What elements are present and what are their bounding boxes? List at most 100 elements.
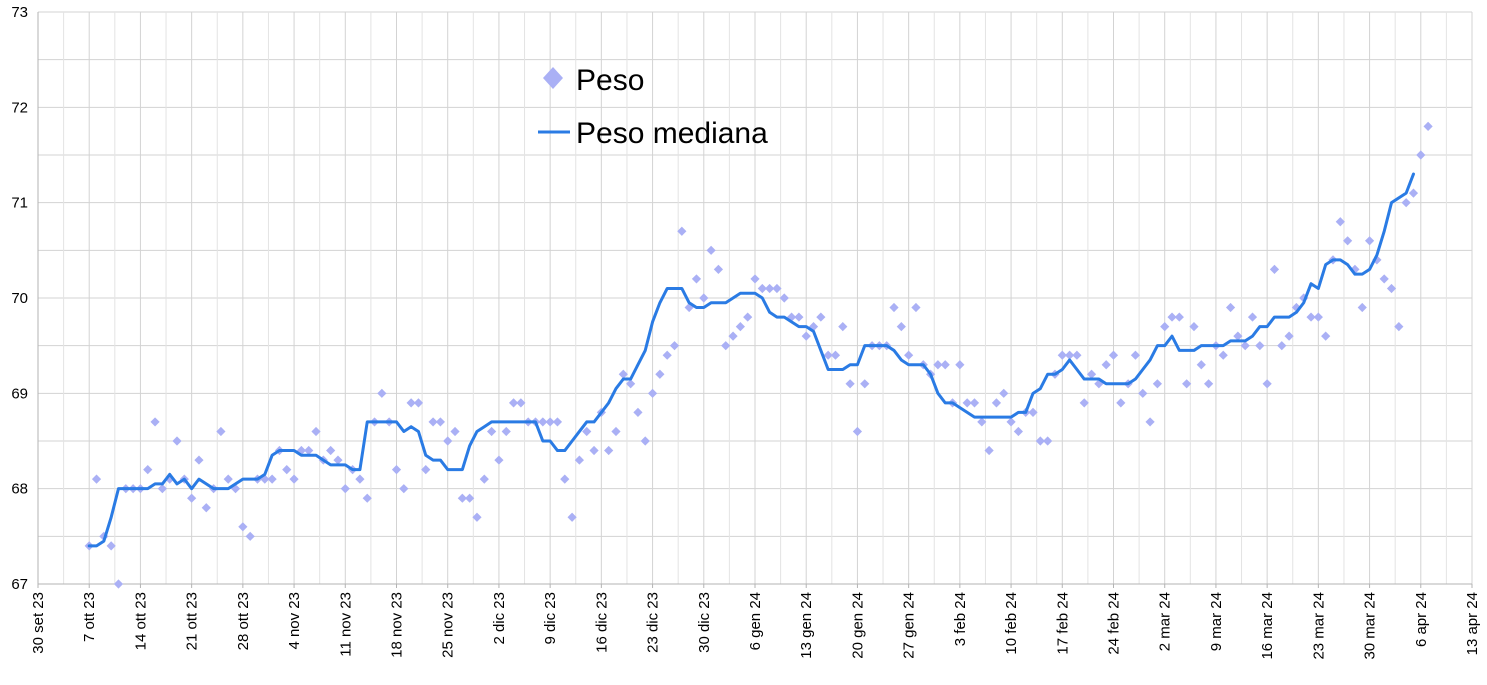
peso-point — [355, 474, 365, 484]
peso-point — [1013, 426, 1023, 437]
peso-point — [1255, 341, 1265, 351]
peso-point — [1379, 274, 1389, 284]
peso-point — [750, 274, 760, 284]
y-tick-label: 69 — [11, 385, 28, 402]
peso-point — [157, 484, 167, 494]
peso-point — [399, 484, 409, 494]
peso-point — [1357, 302, 1367, 313]
peso-point — [1028, 407, 1038, 417]
peso-point — [1284, 331, 1294, 341]
peso-point — [172, 436, 182, 446]
peso-point — [728, 331, 738, 341]
peso-point — [1079, 398, 1089, 408]
peso-point — [267, 474, 277, 484]
peso-point — [311, 426, 321, 437]
peso-point — [1204, 379, 1214, 389]
peso-point — [289, 474, 299, 484]
peso-point — [757, 283, 767, 294]
x-tick-label: 6 gen 24 — [747, 592, 764, 650]
x-tick-label: 20 gen 24 — [849, 592, 866, 659]
y-tick-label: 71 — [11, 195, 28, 212]
peso-point — [450, 426, 460, 437]
peso-point — [1321, 331, 1331, 341]
x-tick-label: 24 feb 24 — [1106, 592, 1123, 655]
peso-point — [304, 445, 314, 456]
peso-point — [472, 512, 482, 522]
peso-point — [779, 293, 789, 303]
grid — [37, 11, 1473, 585]
y-tick-label: 72 — [11, 99, 28, 116]
peso-point — [150, 417, 160, 427]
peso-point — [421, 465, 431, 475]
peso-point — [333, 455, 343, 465]
peso-point — [772, 283, 782, 294]
y-tick-label: 73 — [11, 4, 28, 21]
peso-point — [1306, 312, 1316, 322]
peso-point — [801, 331, 811, 341]
peso-point — [1006, 417, 1016, 427]
peso-point — [1174, 312, 1184, 322]
peso-point — [1313, 312, 1323, 322]
peso-point — [984, 445, 994, 456]
peso-point — [1196, 360, 1206, 370]
peso-point — [626, 379, 636, 389]
x-tick-label: 27 gen 24 — [901, 592, 918, 659]
x-tick-label: 14 ott 23 — [132, 592, 149, 650]
peso-points — [84, 121, 1433, 589]
x-tick-label: 25 nov 23 — [440, 592, 457, 658]
x-tick-label: 9 dic 23 — [542, 592, 559, 645]
x-tick-label: 10 feb 24 — [1003, 592, 1020, 655]
peso-point — [618, 369, 628, 379]
peso-point — [377, 388, 387, 398]
peso-point — [1364, 236, 1375, 246]
peso-point — [1057, 350, 1067, 360]
peso-point — [1167, 312, 1177, 322]
peso-point — [113, 579, 124, 589]
peso-point — [911, 302, 921, 313]
peso-point — [904, 350, 914, 360]
peso-point — [765, 283, 775, 294]
peso-point — [143, 465, 153, 475]
legend-label-peso: Peso — [576, 64, 644, 97]
peso-point — [223, 474, 233, 484]
x-tick-label: 6 apr 24 — [1413, 592, 1430, 647]
peso-point — [1035, 436, 1045, 446]
x-tick-label: 4 nov 23 — [286, 592, 303, 650]
peso-point — [604, 445, 614, 456]
peso-point — [187, 493, 197, 503]
peso-point — [1269, 264, 1280, 274]
peso-point — [538, 417, 548, 427]
peso-point — [808, 322, 819, 332]
x-tick-label: 23 dic 23 — [645, 592, 662, 653]
peso-point — [1116, 398, 1126, 408]
peso-point — [582, 426, 592, 437]
peso-point — [479, 474, 489, 484]
peso-point — [1043, 436, 1053, 446]
peso-point — [633, 407, 643, 417]
peso-point — [1225, 302, 1236, 313]
peso-point — [852, 426, 863, 437]
peso-point — [647, 388, 658, 398]
peso-point — [91, 474, 102, 484]
peso-point — [669, 341, 680, 351]
peso-point — [567, 512, 577, 522]
legend-label-peso-mediana: Peso mediana — [576, 117, 768, 150]
peso-point — [545, 417, 555, 427]
legend-marker-peso — [543, 67, 563, 89]
x-tick-label: 16 dic 23 — [593, 592, 610, 653]
peso-point — [1145, 417, 1155, 427]
x-tick-label: 2 dic 23 — [491, 592, 508, 645]
peso-point — [933, 360, 943, 370]
peso-point — [1401, 198, 1411, 208]
peso-point — [560, 474, 570, 484]
peso-point — [1277, 341, 1287, 351]
peso-point — [677, 226, 687, 236]
y-tick-label: 67 — [11, 576, 28, 593]
x-tick-label: 16 mar 24 — [1259, 592, 1276, 660]
peso-point — [823, 350, 833, 360]
peso-point — [501, 426, 511, 437]
peso-point — [794, 312, 804, 322]
peso-point — [838, 322, 848, 332]
peso-point — [413, 398, 424, 408]
peso-point — [1416, 150, 1426, 160]
